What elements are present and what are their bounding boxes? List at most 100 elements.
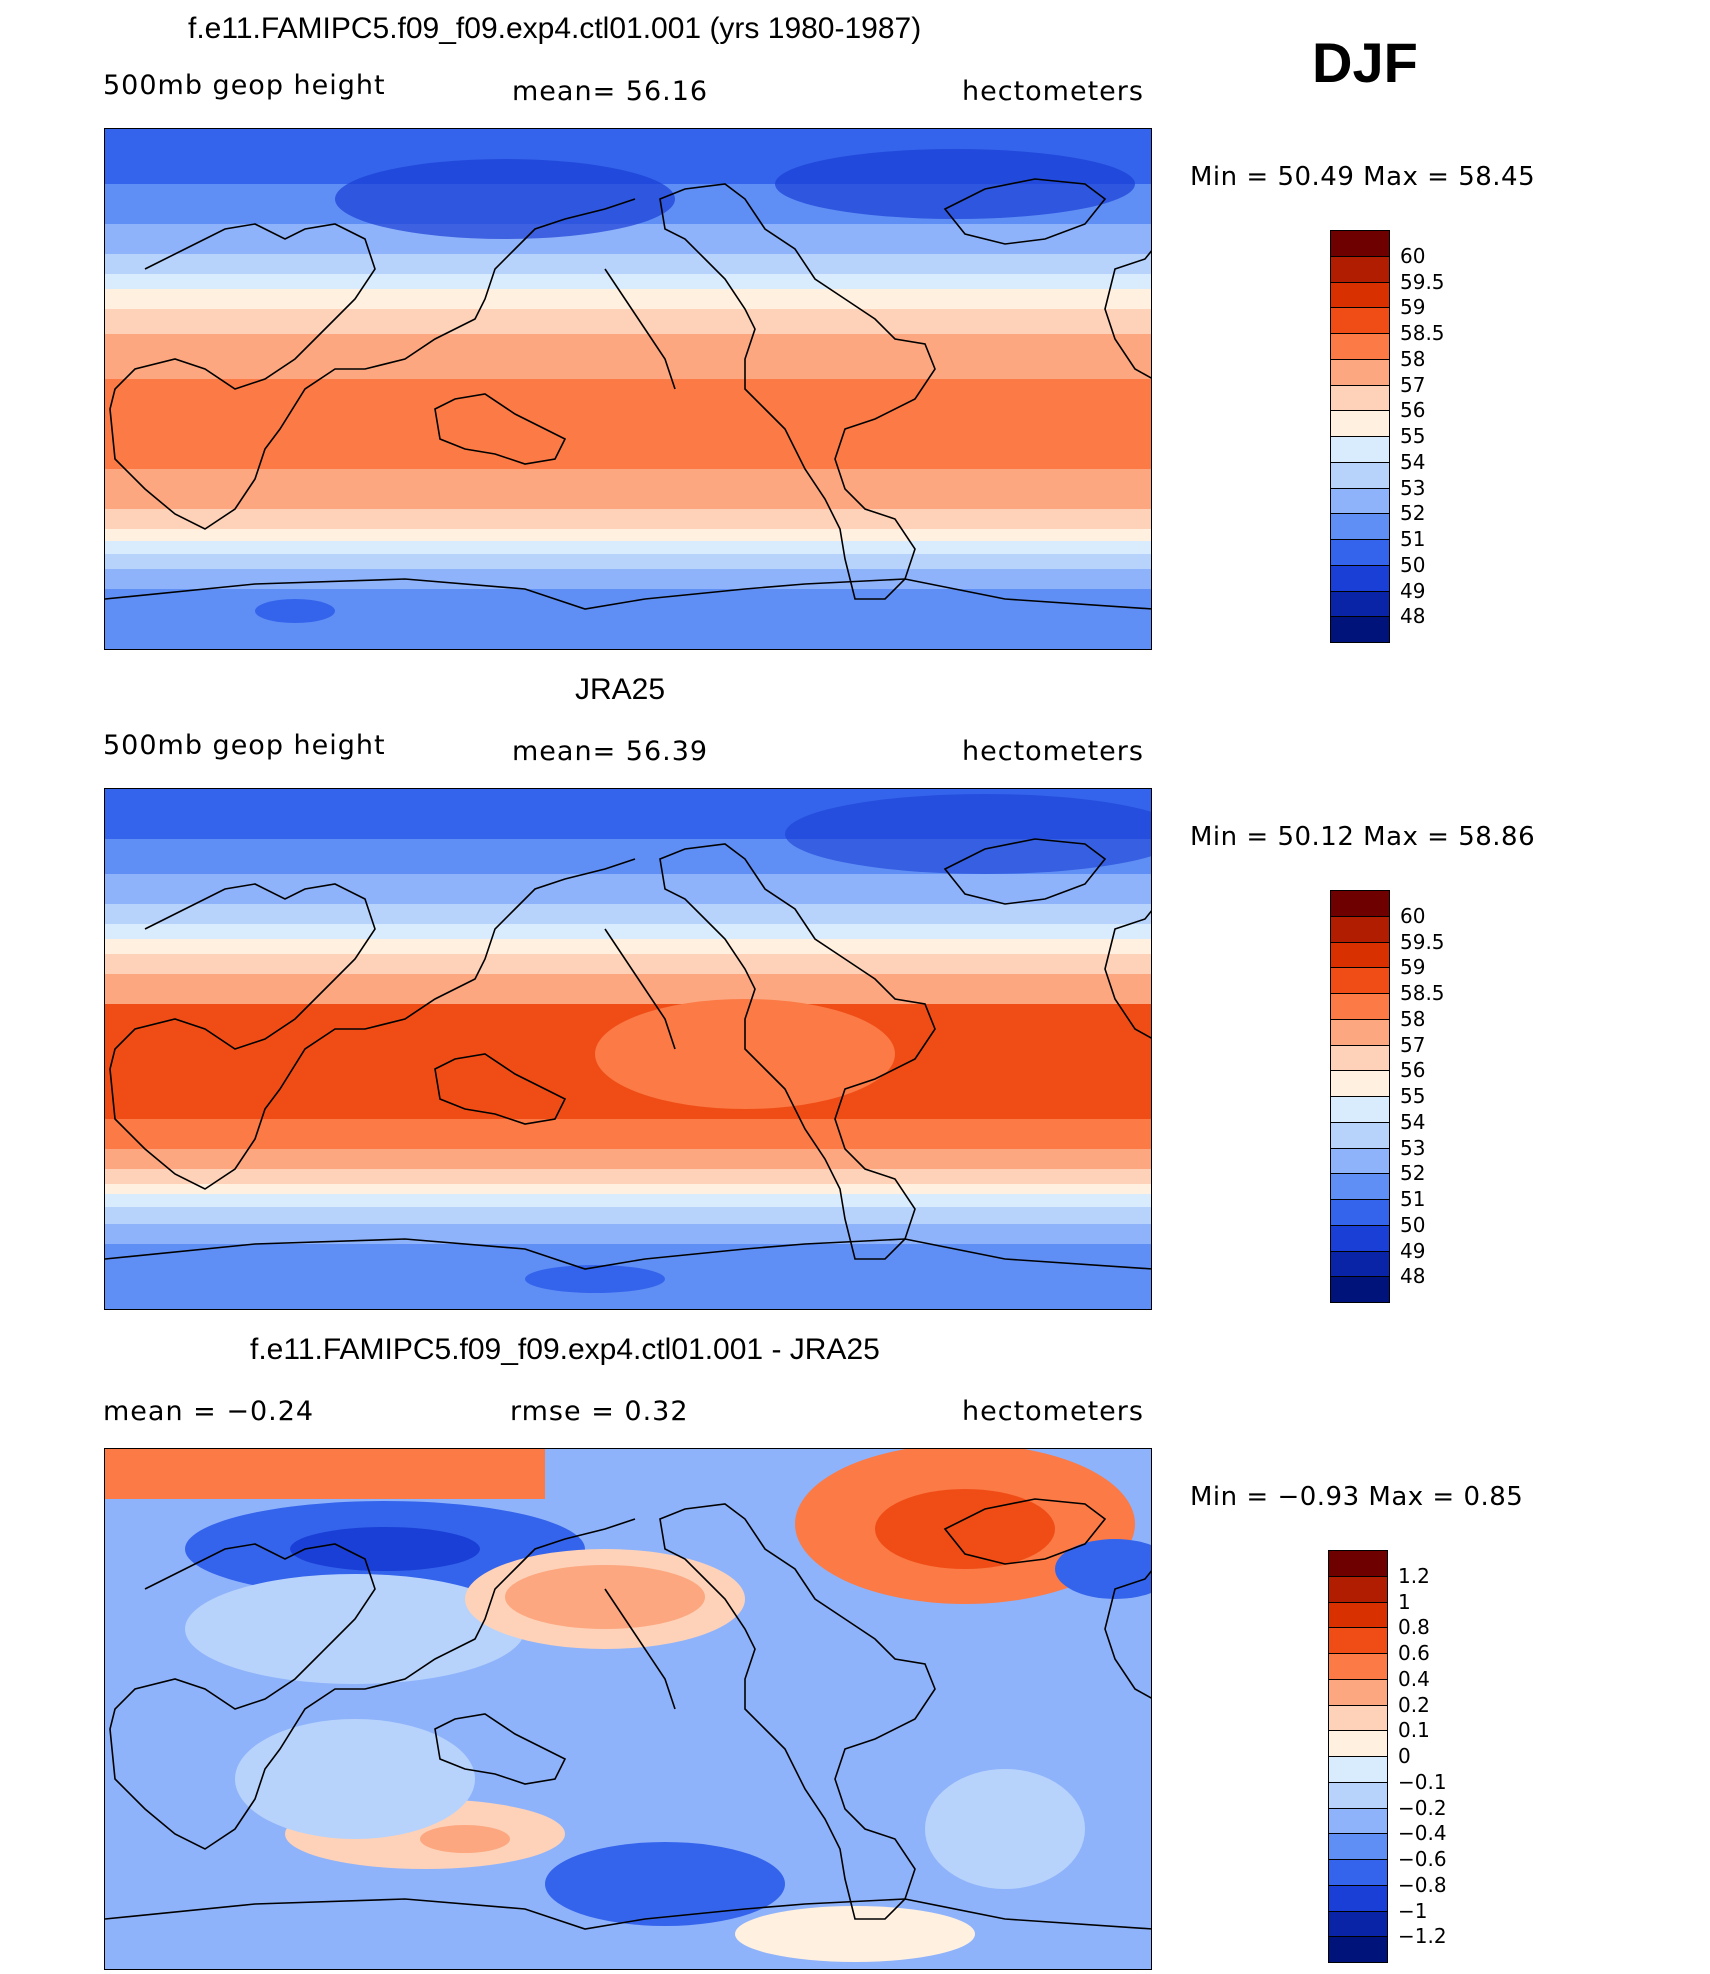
colorbar-tick-label: 58.5 bbox=[1400, 981, 1445, 1005]
panel1-mean-label: mean= 56.16 bbox=[512, 76, 709, 107]
colorbar-tick-label: −0.2 bbox=[1398, 1795, 1447, 1820]
panel3-map bbox=[104, 1448, 1152, 1970]
colorbar-cell bbox=[1330, 539, 1390, 566]
panel3-minmax: Min = −0.93 Max = 0.85 bbox=[1190, 1482, 1524, 1512]
map-field bbox=[105, 129, 1151, 649]
colorbar-tick-label: −0.8 bbox=[1398, 1872, 1447, 1897]
colorbar-cell bbox=[1328, 1575, 1388, 1603]
map-field bbox=[105, 1449, 1151, 1969]
colorbar-tick-label: 51 bbox=[1400, 527, 1426, 551]
colorbar-cell bbox=[1328, 1653, 1388, 1680]
colorbar-tick-label: 54 bbox=[1400, 1109, 1426, 1134]
colorbar-tick-label: 60 bbox=[1400, 903, 1426, 928]
colorbar-tick-label: −0.1 bbox=[1398, 1769, 1447, 1794]
colorbar-cell bbox=[1330, 967, 1390, 994]
panel1-map bbox=[104, 128, 1152, 650]
colorbar-cell bbox=[1330, 255, 1390, 283]
colorbar-cell bbox=[1328, 1550, 1388, 1577]
colorbar-tick-label: 60 bbox=[1400, 243, 1426, 268]
colorbar-tick-label: −1.2 bbox=[1398, 1924, 1447, 1949]
colorbar-tick-label: 59.5 bbox=[1400, 269, 1445, 294]
colorbar-cell bbox=[1330, 941, 1390, 969]
colorbar-tick-label: 0.8 bbox=[1398, 1615, 1430, 1640]
panel1-colorbar: 60 59.5 59 58.5 58 57 56 55 54 53 52 51 50 49 48 bbox=[1330, 230, 1445, 643]
colorbar-tick-label: 49 bbox=[1400, 578, 1426, 603]
colorbar-cell bbox=[1330, 890, 1390, 917]
colorbar-tick-label: 54 bbox=[1400, 449, 1426, 474]
colorbar-cell bbox=[1330, 616, 1390, 643]
colorbar-cell bbox=[1330, 915, 1390, 943]
panel1-variable-label: 500mb geop height bbox=[103, 70, 386, 101]
colorbar-cell bbox=[1330, 1276, 1390, 1303]
panel2-mean-label: mean= 56.39 bbox=[512, 736, 709, 767]
colorbar-cell bbox=[1330, 487, 1390, 515]
map-field bbox=[105, 789, 1151, 1309]
panel2-title: JRA25 bbox=[575, 673, 666, 706]
colorbar-cell bbox=[1330, 436, 1390, 463]
colorbar-tick-label: 59 bbox=[1400, 955, 1426, 980]
colorbar-tick-label: 59 bbox=[1400, 295, 1426, 320]
colorbar-cell bbox=[1330, 358, 1390, 386]
colorbar-cell bbox=[1328, 1859, 1388, 1886]
colorbar-cell bbox=[1330, 461, 1390, 489]
colorbar-cell bbox=[1328, 1936, 1388, 1963]
colorbar-cell bbox=[1330, 590, 1390, 618]
colorbar-cell bbox=[1330, 993, 1390, 1020]
colorbar-tick-label: 53 bbox=[1400, 475, 1426, 500]
colorbar-cell bbox=[1330, 230, 1390, 257]
colorbar-cell bbox=[1330, 1121, 1390, 1149]
colorbar-tick-label: 55 bbox=[1400, 424, 1426, 448]
colorbar-cell bbox=[1330, 384, 1390, 412]
colorbar-cell bbox=[1330, 410, 1390, 437]
panel1-minmax: Min = 50.49 Max = 58.45 bbox=[1190, 162, 1536, 192]
panel3-colorbar: 1.2 1 0.8 0.6 0.4 0.2 0.1 0 −0.1 −0.2 −0.4 −0.6 −0.8… bbox=[1328, 1550, 1447, 1963]
panel2-units-label: hectometers bbox=[962, 736, 1144, 767]
colorbar-tick-label: 0.6 bbox=[1398, 1641, 1430, 1665]
colorbar-cell bbox=[1330, 1224, 1390, 1252]
colorbar-tick-label: 1 bbox=[1398, 1589, 1411, 1614]
colorbar-cell bbox=[1330, 1199, 1390, 1226]
colorbar-cell bbox=[1328, 1781, 1388, 1809]
panel3-units-label: hectometers bbox=[962, 1396, 1144, 1427]
colorbar-tick-label: 52 bbox=[1400, 501, 1426, 526]
colorbar-tick-label: 56 bbox=[1400, 398, 1426, 423]
colorbar-cell bbox=[1330, 1070, 1390, 1097]
colorbar-cell bbox=[1328, 1730, 1388, 1757]
colorbar-cell bbox=[1330, 1096, 1390, 1123]
colorbar-cell bbox=[1330, 1147, 1390, 1175]
colorbar-tick-label: 0.1 bbox=[1398, 1718, 1430, 1743]
panel2-variable-label: 500mb geop height bbox=[103, 730, 386, 761]
colorbar-cell bbox=[1330, 281, 1390, 309]
colorbar-tick-label: −0.4 bbox=[1398, 1821, 1447, 1846]
colorbar-cell bbox=[1330, 1173, 1390, 1200]
colorbar-tick-label: 58 bbox=[1400, 346, 1426, 371]
colorbar-tick-label: 0.4 bbox=[1398, 1666, 1430, 1691]
season-label: DJF bbox=[1312, 31, 1418, 94]
colorbar-tick-label: 50 bbox=[1400, 552, 1426, 577]
colorbar-cell bbox=[1330, 1250, 1390, 1278]
colorbar-tick-label: −0.6 bbox=[1398, 1847, 1447, 1871]
colorbar-tick-label: 1.2 bbox=[1398, 1563, 1430, 1588]
colorbar-tick-label: 49 bbox=[1400, 1238, 1426, 1263]
colorbar-cell bbox=[1330, 333, 1390, 360]
colorbar-tick-label: 48 bbox=[1400, 1264, 1426, 1289]
colorbar-cell bbox=[1330, 1044, 1390, 1072]
colorbar-tick-label: 56 bbox=[1400, 1058, 1426, 1083]
panel3-mean-label: mean = −0.24 bbox=[103, 1396, 315, 1427]
colorbar-tick-label: 59.5 bbox=[1400, 929, 1445, 954]
colorbar-cell bbox=[1328, 1756, 1388, 1783]
colorbar-cell bbox=[1328, 1910, 1388, 1938]
colorbar-tick-label: 50 bbox=[1400, 1212, 1426, 1237]
colorbar-tick-label: 51 bbox=[1400, 1187, 1426, 1211]
colorbar-cell bbox=[1328, 1627, 1388, 1654]
panel1-units-label: hectometers bbox=[962, 76, 1144, 107]
colorbar-tick-label: −1 bbox=[1398, 1898, 1428, 1923]
colorbar-cell bbox=[1330, 1018, 1390, 1046]
panel2-colorbar: 60 59.5 59 58.5 58 57 56 55 54 53 52 51 50 49 48 bbox=[1330, 890, 1445, 1303]
colorbar-tick-label: 48 bbox=[1400, 604, 1426, 629]
colorbar-tick-label: 57 bbox=[1400, 372, 1426, 397]
colorbar-cell bbox=[1328, 1884, 1388, 1912]
colorbar-cell bbox=[1328, 1678, 1388, 1706]
panel1-title: f.e11.FAMIPC5.f09_f09.exp4.ctl01.001 (yr… bbox=[188, 12, 922, 45]
colorbar-tick-label: 55 bbox=[1400, 1084, 1426, 1108]
